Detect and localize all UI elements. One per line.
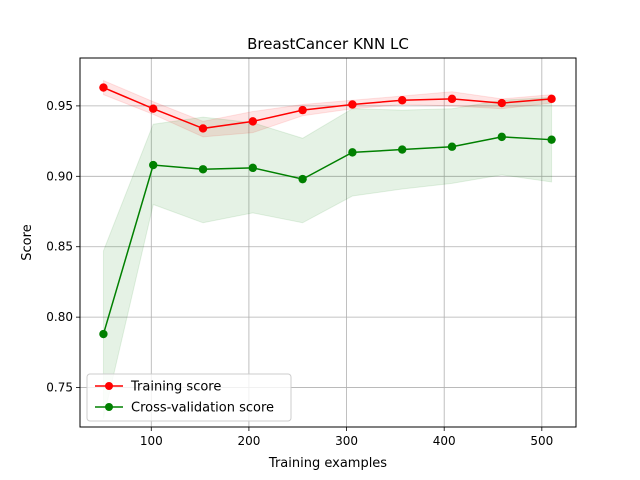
grid-lines: [80, 58, 576, 427]
series-markers: [99, 83, 556, 339]
y-axis-title: Score: [20, 224, 35, 260]
training-score-point: [497, 98, 506, 108]
x-tick-label: 400: [433, 434, 456, 448]
training-score-point: [547, 94, 556, 104]
cross-validation-score-point: [99, 329, 108, 339]
legend-marker-training: [105, 382, 113, 390]
training-score-point: [248, 117, 258, 126]
legend-box: [86, 373, 292, 422]
series-lines: [102, 86, 552, 335]
legend-label-training: Training score: [130, 380, 221, 395]
y-tick-label: 0.95: [46, 99, 73, 113]
training-score-point: [447, 94, 457, 104]
training-score-point: [99, 83, 108, 92]
cross-validation-score-point: [298, 174, 307, 184]
x-axis-ticks: 100 200 300 400 500: [140, 427, 553, 448]
y-tick-label: 0.75: [46, 381, 73, 395]
training-score-band: [102, 79, 553, 138]
cross-validation-score-point: [198, 165, 208, 174]
y-axis-ticks: 0.75 0.80 0.85 0.90 0.95: [46, 99, 80, 395]
training-score-point: [348, 100, 357, 109]
legend: Training score Cross-validation score: [86, 373, 292, 422]
cross-validation-score-point: [248, 163, 258, 173]
cross-validation-score-band: [102, 96, 553, 419]
training-score-line: [103, 86, 552, 130]
confidence-bands: [102, 79, 553, 419]
cross-validation-score-point: [447, 142, 457, 151]
x-tick-label: 300: [335, 434, 358, 448]
cross-validation-score-point: [398, 145, 407, 154]
cross-validation-score-point: [497, 132, 506, 142]
training-score-point: [398, 96, 407, 105]
y-tick-label: 0.80: [46, 310, 73, 324]
legend-marker-cross-validation: [105, 403, 113, 411]
cross-validation-score-point: [547, 135, 556, 144]
x-tick-label: 100: [140, 434, 163, 448]
chart-title: BreastCancer KNN LC: [247, 35, 409, 53]
x-tick-label: 200: [237, 434, 260, 448]
plot-frame: [79, 57, 577, 428]
y-tick-label: 0.90: [46, 169, 73, 183]
x-tick-label: 500: [530, 434, 553, 448]
cross-validation-score-point: [149, 160, 158, 170]
training-score-point: [198, 124, 208, 133]
plot-area: [80, 58, 576, 427]
legend-label-cross-validation: Cross-validation score: [131, 401, 274, 416]
cross-validation-score-point: [348, 148, 357, 157]
cross-validation-score-line: [102, 136, 552, 335]
x-axis-title: Training examples: [268, 456, 387, 471]
y-tick-label: 0.85: [46, 240, 73, 254]
training-score-point: [149, 104, 158, 113]
training-score-point: [298, 105, 307, 115]
